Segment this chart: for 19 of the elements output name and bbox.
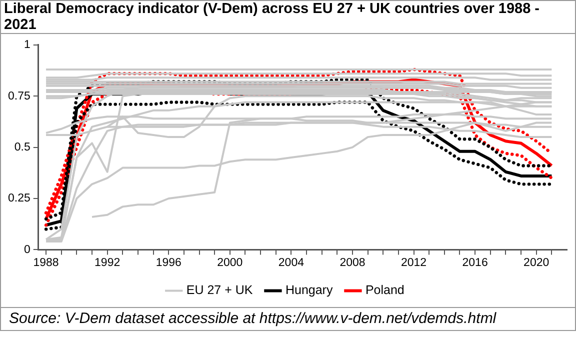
x-tick-label: 1996 [156,256,182,269]
x-tick-label: 2008 [340,256,366,269]
source-note: Source: V-Dem dataset accessible at https://www.v-dem.net/vdemds.html [9,310,496,327]
x-tick-label: 2000 [217,256,243,269]
x-tick-label: 2020 [524,256,550,269]
x-tick-label: 2016 [462,256,488,269]
chart-title: Liberal Democracy indicator (V-Dem) across EU 27 + UK countries over 1988 - 2021 [4,1,541,33]
y-tick-label: 1 [24,39,30,52]
x-tick-label: 2004 [278,256,305,269]
x-tick-label: 2012 [400,256,427,269]
legend-label: Hungary [285,283,334,298]
legend-label: Poland [365,283,404,298]
y-tick-label: 0.75 [8,90,30,102]
y-tick-label: 0.25 [8,192,30,205]
y-tick-label: 0.5 [14,141,30,154]
x-tick-label: 1992 [94,256,120,269]
legend-label: EU 27 + UK [186,283,254,298]
y-tick-label: 0 [24,244,30,256]
x-tick-label: 1988 [33,256,59,269]
